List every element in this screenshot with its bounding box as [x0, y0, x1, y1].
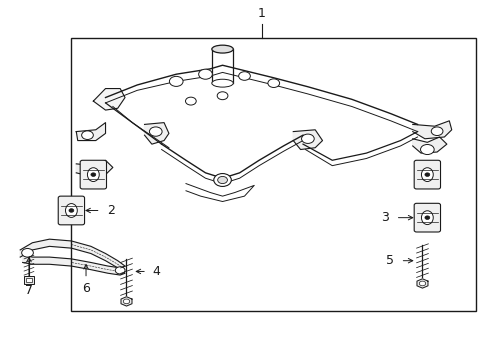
Circle shape [185, 97, 196, 105]
Circle shape [149, 127, 162, 136]
FancyBboxPatch shape [413, 160, 440, 189]
Circle shape [424, 216, 429, 220]
FancyBboxPatch shape [80, 160, 106, 189]
Polygon shape [412, 137, 446, 153]
Circle shape [115, 267, 125, 274]
Text: 3: 3 [380, 211, 388, 224]
FancyBboxPatch shape [413, 203, 440, 232]
Circle shape [91, 173, 96, 176]
Circle shape [418, 281, 425, 286]
Bar [26, 278, 32, 282]
Text: 5: 5 [386, 254, 393, 267]
Circle shape [169, 76, 183, 86]
Circle shape [198, 69, 212, 79]
Ellipse shape [421, 211, 432, 225]
Polygon shape [20, 239, 125, 275]
Circle shape [81, 131, 93, 139]
Ellipse shape [421, 168, 432, 181]
Circle shape [420, 144, 433, 154]
Circle shape [69, 209, 74, 212]
Polygon shape [93, 89, 125, 110]
Text: 4: 4 [153, 265, 161, 278]
Polygon shape [121, 297, 132, 306]
Circle shape [430, 127, 442, 135]
Circle shape [267, 79, 279, 87]
Circle shape [217, 92, 227, 100]
Text: 1: 1 [257, 8, 265, 21]
Polygon shape [412, 121, 451, 139]
Circle shape [217, 176, 227, 184]
Circle shape [424, 173, 429, 176]
Text: 7: 7 [25, 284, 33, 297]
Text: 6: 6 [82, 282, 90, 295]
Polygon shape [293, 130, 322, 149]
Circle shape [123, 299, 129, 304]
Polygon shape [76, 160, 113, 176]
Ellipse shape [211, 45, 233, 53]
FancyBboxPatch shape [58, 196, 84, 225]
Circle shape [301, 134, 314, 143]
Ellipse shape [87, 168, 99, 181]
Ellipse shape [211, 79, 233, 87]
Polygon shape [76, 123, 105, 140]
Text: 2: 2 [107, 204, 115, 217]
Circle shape [238, 72, 250, 80]
Circle shape [21, 248, 33, 257]
Polygon shape [144, 123, 168, 144]
Circle shape [213, 174, 231, 186]
Polygon shape [416, 279, 427, 288]
Bar [23, 276, 34, 284]
Ellipse shape [65, 203, 77, 217]
Bar [71, 39, 475, 311]
